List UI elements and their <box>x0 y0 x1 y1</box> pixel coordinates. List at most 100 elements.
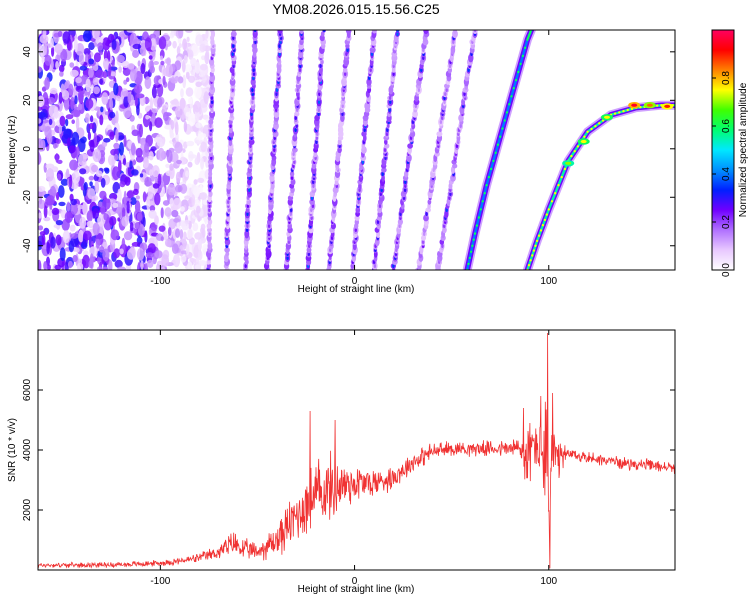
noise-blob <box>38 106 43 111</box>
noise-blob <box>118 66 122 73</box>
stripe-blob <box>384 139 388 145</box>
noise-blob <box>174 121 179 136</box>
arc-dot <box>563 167 567 171</box>
arc-dot <box>594 125 597 128</box>
arc-dot <box>547 208 550 211</box>
noise-blob <box>164 207 172 217</box>
arc-dot <box>622 110 625 113</box>
noise-blob <box>167 227 172 236</box>
noise-blob <box>135 195 140 200</box>
colorbar-tick-label: 0.0 <box>721 263 732 277</box>
noise-blob <box>68 145 76 153</box>
noise-blob <box>158 36 167 50</box>
noise-blob <box>127 92 132 104</box>
noise-blob <box>183 231 187 241</box>
stripe-core <box>318 92 321 96</box>
noise-blob <box>69 174 73 189</box>
arc-dot <box>583 135 586 138</box>
noise-blob <box>46 264 51 270</box>
noise-blob <box>44 76 50 90</box>
arc-dot <box>473 232 477 235</box>
noise-blob <box>123 231 133 241</box>
arc-dot <box>481 200 484 203</box>
noise-blob <box>157 97 163 108</box>
noise-blob <box>202 75 207 83</box>
noise-blob <box>197 250 203 261</box>
noise-blob <box>113 82 119 96</box>
noise-blob <box>144 76 152 89</box>
noise-blob <box>100 177 106 188</box>
spectrogram-stripe <box>349 30 377 270</box>
noise-blob <box>137 60 141 67</box>
hotspot-core <box>631 103 638 107</box>
noise-blob <box>73 38 78 53</box>
noise-blob <box>153 61 159 65</box>
arc-dot <box>503 119 506 122</box>
noise-blob <box>181 60 186 73</box>
noise-blob <box>57 30 63 37</box>
noise-blob <box>167 184 176 196</box>
noise-blob <box>103 58 110 70</box>
noise-blob <box>121 60 130 68</box>
noise-blob <box>184 219 190 224</box>
noise-blob <box>63 97 70 111</box>
arc-dot <box>586 130 589 133</box>
noise-blob <box>92 222 100 236</box>
arc-dot <box>570 154 573 158</box>
noise-blob <box>129 160 133 170</box>
noise-blob <box>125 111 132 116</box>
spectrogram-x-axis-label: Height of straight line (km) <box>298 284 415 295</box>
arc-dot <box>471 244 474 247</box>
noise-blob <box>93 52 101 63</box>
noise-blob <box>175 228 180 239</box>
noise-blob <box>67 260 73 269</box>
noise-blob <box>121 207 126 220</box>
noise-blob <box>126 248 136 260</box>
noise-blob <box>170 99 179 105</box>
stripe-core <box>251 96 255 100</box>
noise-blob <box>182 38 188 51</box>
noise-blob <box>88 122 95 130</box>
noise-blob <box>44 42 48 56</box>
noise-blob <box>82 254 91 269</box>
noise-blob <box>172 254 181 268</box>
noise-blob <box>126 200 130 214</box>
arc-dot <box>537 234 541 237</box>
spectrogram-noise-field <box>38 30 212 270</box>
noise-blob <box>132 38 142 45</box>
spectrogram-arc <box>462 30 536 270</box>
stripe-core <box>423 232 426 236</box>
stripe-core <box>231 88 234 92</box>
noise-blob <box>109 131 115 140</box>
noise-blob <box>75 117 80 131</box>
stripe-core <box>441 244 444 248</box>
snr-y-ticks: 2000 4000 6000 <box>22 378 675 521</box>
noise-blob <box>139 42 146 57</box>
noise-blob <box>205 158 209 168</box>
noise-blob <box>185 243 190 256</box>
stripe-core <box>209 124 212 128</box>
hotspot-core <box>664 104 671 108</box>
snr-x-ticks: -100 0 100 <box>150 330 558 587</box>
noise-blob <box>88 246 98 257</box>
noise-blob <box>89 253 94 266</box>
noise-blob <box>188 112 196 127</box>
stripe-blob <box>381 167 387 173</box>
noise-blob <box>93 132 98 146</box>
noise-blob <box>173 218 181 223</box>
noise-blob <box>136 85 140 99</box>
stripe-core <box>383 148 387 152</box>
spectrogram-y-axis-label: Frequency (Hz) <box>7 116 18 185</box>
stripe-core <box>445 88 448 92</box>
noise-blob <box>132 43 142 50</box>
noise-blob <box>182 74 187 89</box>
noise-blob <box>154 192 161 206</box>
noise-blob <box>177 186 182 193</box>
stripe-core <box>392 264 395 268</box>
colorbar: 0.0 0.2 0.4 0.6 0.8 Normalized spectral ampl… <box>711 29 749 277</box>
noise-blob <box>146 196 151 211</box>
arc-dot <box>519 62 522 66</box>
noise-blob <box>58 185 65 198</box>
noise-blob <box>148 151 154 161</box>
noise-blob <box>169 163 174 171</box>
